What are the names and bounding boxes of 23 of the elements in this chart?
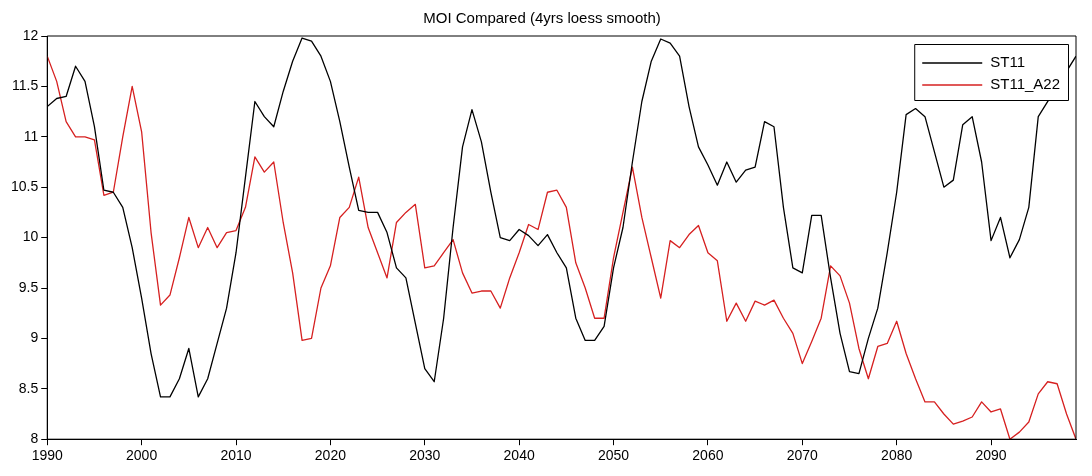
y-tick-label: 8.5 xyxy=(18,379,39,396)
y-tick-label: 11.5 xyxy=(12,77,39,94)
y-tick-label: 10.5 xyxy=(11,178,39,195)
y-tick-label: 11 xyxy=(23,127,39,144)
y-tick-label: 10 xyxy=(22,228,39,245)
x-tick-label: 2010 xyxy=(220,447,252,464)
y-tick-label: 9.5 xyxy=(18,278,39,295)
x-tick-label: 2040 xyxy=(503,447,535,464)
x-tick-label: 1990 xyxy=(31,447,64,464)
x-tick-label: 2050 xyxy=(597,447,630,464)
y-tick-label: 9 xyxy=(30,329,39,346)
x-tick-label: 2060 xyxy=(692,447,724,464)
x-tick-label: 2030 xyxy=(409,447,441,464)
x-tick-label: 2000 xyxy=(126,447,158,464)
y-tick-label: 8 xyxy=(30,430,39,447)
x-tick-label: 2070 xyxy=(786,447,819,464)
legend-label: ST11_A22 xyxy=(990,75,1061,93)
x-tick-label: 2020 xyxy=(314,447,347,464)
x-tick-label: 2080 xyxy=(881,447,913,464)
x-tick-label: 2090 xyxy=(975,447,1007,464)
legend-label: ST11 xyxy=(990,53,1025,71)
y-tick-label: 12 xyxy=(22,26,39,43)
chart-title: MOI Compared (4yrs loess smooth) xyxy=(423,9,661,27)
